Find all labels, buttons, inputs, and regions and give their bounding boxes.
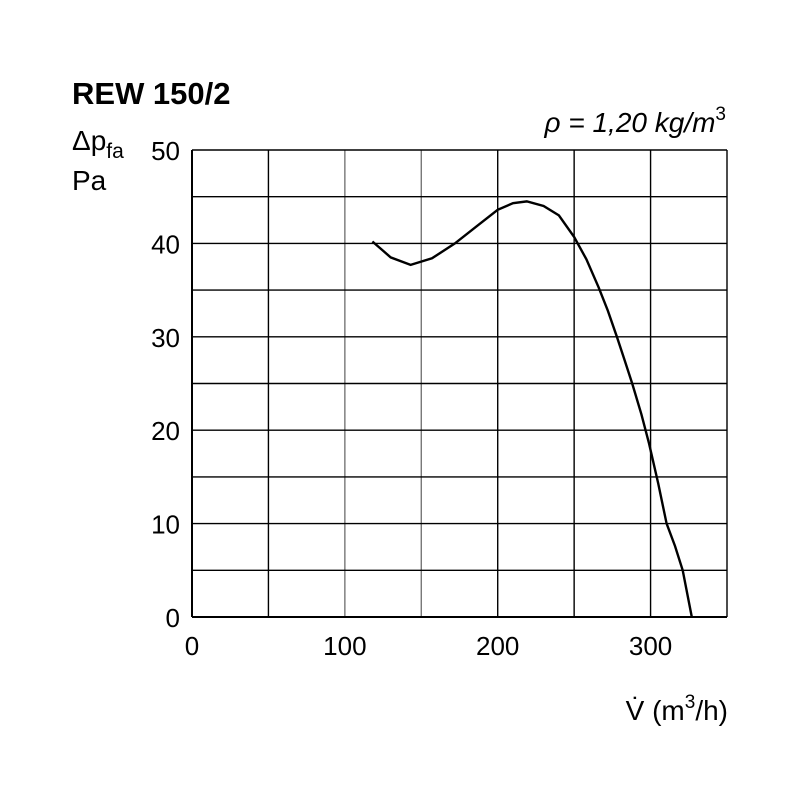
x-tick-label: 100 [323,631,366,661]
x-sup: 3 [685,692,696,713]
pressure-curve [371,200,693,618]
y-sub: fa [106,140,124,163]
y-tick-label: 10 [151,510,180,540]
density-sup: 3 [715,104,726,125]
x-tick-label: 300 [629,631,672,661]
density-annotation: ρ = 1,20 kg/m3 [544,104,726,138]
x-tail: /h) [695,695,728,726]
y-tick-label: 30 [151,323,180,353]
density-text: ρ = 1,20 kg/m [544,107,716,138]
x-symbol: V̇ [626,695,645,726]
y-tick-label: 40 [151,229,180,259]
y-axis-unit: Pa [72,165,107,196]
chart-title: REW 150/2 [72,76,231,111]
tick-labels: 0 100 200 300 0 10 20 30 40 50 [151,136,672,661]
y-tick-label: 20 [151,416,180,446]
y-tick-label: 50 [151,136,180,166]
x-text: (m [644,695,684,726]
grid [191,149,728,618]
y-axis-label: Δpfa [72,125,124,163]
x-tick-label: 0 [185,631,199,661]
y-symbol: Δp [72,125,106,156]
x-tick-label: 200 [476,631,519,661]
x-axis-label: V̇ (m3/h) [626,692,728,726]
y-tick-label: 0 [166,603,180,633]
